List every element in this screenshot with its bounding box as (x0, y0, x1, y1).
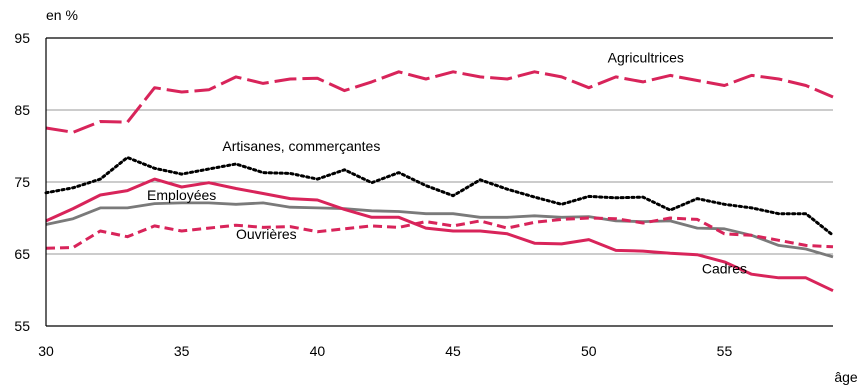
series-label-cadres: Cadres (702, 260, 747, 276)
x-tick-label: 35 (174, 343, 190, 359)
series-label-artisanes-commercantes: Artisanes, commerçantes (222, 138, 380, 154)
series-label-employees: Employées (147, 187, 216, 203)
x-tick-label: 50 (581, 343, 597, 359)
series-label-ouvrieres: Ouvrières (236, 226, 297, 242)
tick-labels: 55 65 75 85 95 30 35 40 45 50 55 (14, 30, 732, 359)
series-line-employees (45, 201, 834, 259)
plot-frame (45, 37, 833, 327)
x-tick-label: 30 (38, 343, 54, 359)
y-tick-label: 75 (14, 174, 30, 190)
x-tick-label: 40 (310, 343, 326, 359)
series-line-agricultrices (45, 70, 834, 134)
series-labels: Agricultrices Artisanes, commerçantes Empl… (147, 49, 747, 276)
y-tick-label: 95 (14, 30, 30, 46)
x-axis-label: âge (834, 369, 858, 385)
series-line-artisanes-commercantes (44, 156, 835, 237)
x-tick-label: 55 (717, 343, 733, 359)
y-tick-label: 65 (14, 246, 30, 262)
series-line-cadres (45, 177, 834, 293)
series-lines (44, 70, 835, 293)
y-unit-label: en % (46, 7, 78, 23)
grid-lines (46, 109, 833, 255)
x-tick-label: 45 (445, 343, 461, 359)
series-label-agricultrices: Agricultrices (608, 49, 684, 65)
y-tick-label: 85 (14, 102, 30, 118)
y-tick-label: 55 (14, 318, 30, 334)
series-line-ouvrieres (45, 216, 834, 250)
